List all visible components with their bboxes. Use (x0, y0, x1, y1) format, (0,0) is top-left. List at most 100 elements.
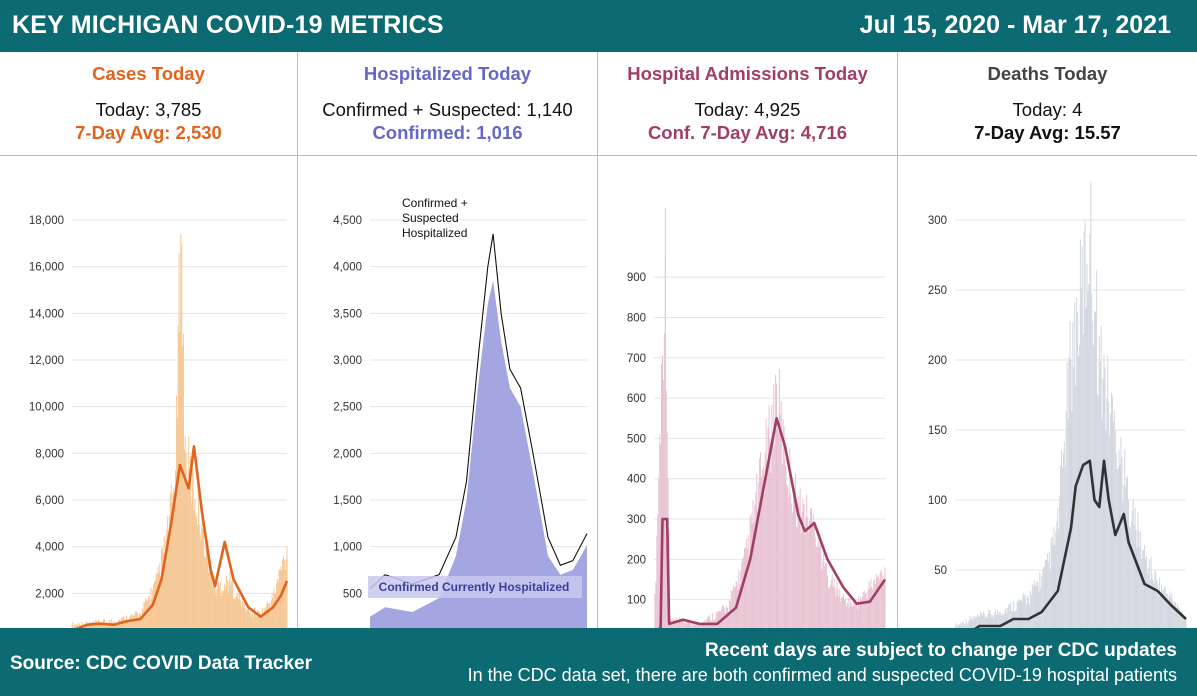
daily-bar (793, 495, 795, 628)
daily-bar (764, 452, 766, 628)
daily-bar (962, 621, 964, 628)
daily-bar (829, 585, 831, 628)
daily-bar (219, 582, 221, 628)
daily-bar (673, 619, 675, 628)
daily-bar (1078, 356, 1080, 628)
daily-bar (1183, 620, 1185, 628)
y-tick-label: 100 (928, 495, 947, 507)
daily-bar (766, 468, 768, 628)
daily-bar (684, 622, 686, 628)
daily-bar (248, 612, 250, 628)
daily-bar (188, 435, 190, 628)
panel-title: Deaths Today (987, 63, 1108, 84)
daily-bar (1140, 531, 1142, 628)
daily-bar (201, 523, 203, 628)
daily-bar (859, 596, 861, 628)
daily-bar (264, 610, 266, 628)
daily-bar (1031, 584, 1033, 628)
daily-bar (819, 533, 821, 628)
daily-bar (1149, 579, 1151, 628)
daily-bar (266, 603, 268, 628)
daily-bar (272, 598, 274, 628)
daily-bar (1148, 559, 1150, 628)
daily-bar (208, 572, 210, 628)
daily-bar (1106, 397, 1108, 628)
daily-bar (725, 613, 727, 628)
daily-bar (850, 603, 852, 628)
daily-bar (245, 612, 247, 628)
daily-bar (974, 617, 976, 628)
daily-bar (1012, 601, 1014, 628)
daily-bar (791, 503, 793, 628)
daily-bar (1176, 607, 1178, 628)
daily-bar (697, 623, 699, 628)
daily-bar (1165, 593, 1167, 628)
daily-bar (988, 609, 990, 628)
panel-header: Hospitalized Today Confirmed + Suspected… (298, 52, 597, 156)
daily-bar (189, 456, 191, 628)
daily-bar (797, 506, 799, 628)
daily-bar (1000, 615, 1002, 628)
daily-bar (835, 596, 837, 628)
daily-bar (657, 513, 659, 628)
daily-bar (1116, 468, 1118, 628)
daily-bar (681, 617, 683, 628)
daily-bar (654, 594, 656, 628)
daily-bar (864, 593, 866, 628)
daily-bar (124, 621, 126, 628)
daily-bar (71, 624, 73, 628)
daily-bar (997, 614, 999, 628)
daily-bar (1024, 594, 1026, 628)
daily-bar (199, 532, 201, 628)
daily-bar (1144, 556, 1146, 628)
daily-bar (814, 536, 816, 628)
daily-bar (663, 333, 665, 628)
daily-bar (679, 618, 681, 628)
daily-bar (235, 596, 237, 628)
daily-bar (192, 488, 194, 628)
daily-bar (1004, 610, 1006, 628)
daily-bar (831, 574, 833, 628)
daily-bar (1184, 618, 1186, 628)
daily-bar (1067, 418, 1069, 628)
daily-bar (236, 593, 238, 628)
daily-bar (853, 598, 855, 628)
daily-bar (1105, 429, 1107, 628)
daily-bar (865, 592, 867, 628)
panel-hospitalized: Hospitalized Today Confirmed + Suspected… (298, 52, 598, 628)
daily-bar (975, 616, 977, 628)
daily-bar (1043, 567, 1045, 628)
daily-bar (660, 443, 662, 628)
daily-bar (1113, 411, 1115, 628)
panel-title: Hospital Admissions Today (627, 63, 868, 84)
daily-bar (774, 444, 776, 628)
daily-bar (1080, 287, 1082, 628)
daily-bar (148, 596, 150, 628)
daily-bar (994, 612, 996, 628)
daily-bar (146, 600, 148, 628)
annotation-text: Hospitalized (402, 226, 467, 240)
daily-bar (166, 530, 168, 628)
daily-bar (1122, 502, 1124, 628)
daily-bar (162, 554, 164, 628)
daily-bar (1104, 367, 1106, 628)
daily-bar (678, 620, 680, 628)
daily-bar (232, 580, 234, 628)
daily-bar (760, 451, 762, 628)
y-tick-label: 250 (928, 285, 947, 297)
daily-bar (1151, 574, 1153, 628)
daily-bar (852, 606, 854, 628)
daily-bar (675, 619, 677, 628)
daily-bar (842, 596, 844, 628)
daily-bar (1150, 556, 1152, 628)
daily-bar (250, 616, 252, 628)
daily-bar (846, 603, 848, 628)
daily-bar (99, 624, 101, 628)
daily-bar (78, 623, 80, 628)
daily-bar (742, 558, 744, 628)
daily-bar (131, 615, 133, 628)
daily-bar (1006, 613, 1008, 628)
daily-bar (175, 395, 177, 628)
daily-bar (691, 623, 693, 628)
daily-bar (259, 613, 261, 628)
